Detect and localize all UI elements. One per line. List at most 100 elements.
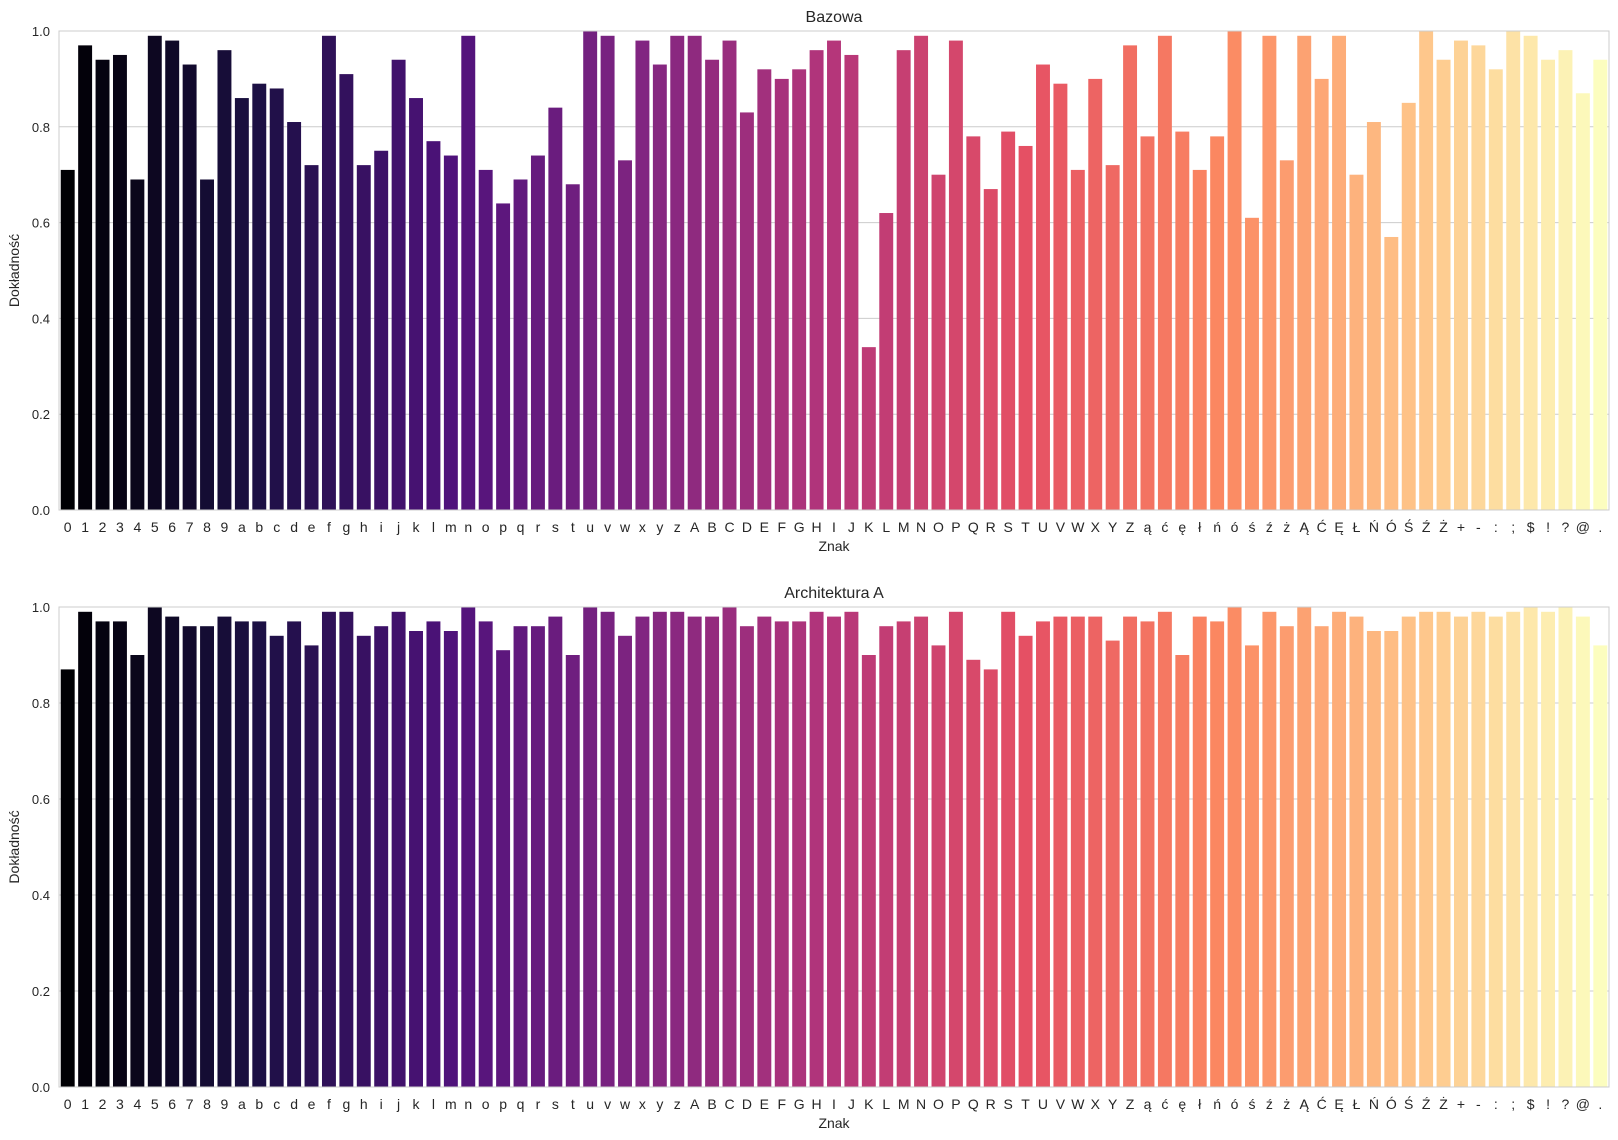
bar [479,170,493,510]
bar [548,617,562,1087]
y-tick-label: 0.0 [32,1080,50,1095]
bar [1524,607,1538,1087]
bar [183,65,197,510]
bar [61,170,75,510]
x-tick-label: R [986,1096,996,1112]
x-tick-label: y [656,1096,663,1112]
x-tick-label: Ś [1404,518,1413,535]
x-tick-label: s [552,519,559,535]
bar [252,84,266,510]
bar [601,612,615,1087]
x-tick-label: Ę [1334,1096,1343,1112]
bar [496,203,510,510]
x-tick-label: ! [1546,519,1550,535]
bar [740,112,754,510]
y-axis-label: Dokładność [6,234,22,307]
x-tick-label: J [848,1096,855,1112]
x-tick-label: x [639,519,646,535]
x-tick-label: M [898,519,910,535]
bar [1106,641,1120,1087]
x-tick-label: 6 [168,1096,176,1112]
x-tick-label: - [1476,1096,1481,1112]
bar [496,650,510,1087]
x-tick-label: t [571,519,575,535]
x-tick-label: e [308,1096,316,1112]
bar [618,160,632,510]
bar [531,156,545,510]
bar [1419,612,1433,1087]
bar [1402,617,1416,1087]
x-tick-label: e [308,519,316,535]
x-tick-label: k [413,1096,421,1112]
x-tick-label: B [707,1096,716,1112]
bar [270,636,284,1087]
bar [1123,617,1137,1087]
x-tick-label: 9 [221,1096,229,1112]
bar [1332,36,1346,510]
x-tick-label: @ [1576,1096,1590,1112]
x-tick-label: p [499,1096,507,1112]
chart-title: Bazowa [806,9,863,26]
chart-title: Architektura A [784,585,884,602]
x-tick-label: V [1056,1096,1066,1112]
x-tick-label: + [1457,519,1465,535]
bar [1175,655,1189,1087]
bar [1489,617,1503,1087]
x-tick-label: O [933,519,944,535]
bar [757,617,771,1087]
x-tick-label: j [396,1096,400,1112]
bar [1262,36,1276,510]
bar [1280,626,1294,1087]
bar [1036,65,1050,510]
x-tick-label: W [1071,1096,1085,1112]
bar [1384,631,1398,1087]
x-tick-label: J [848,519,855,535]
x-tick-label: - [1476,519,1481,535]
bar [96,60,110,510]
x-tick-label: 1 [81,519,89,535]
x-tick-label: C [724,519,734,535]
bar [148,36,162,510]
bar [757,69,771,510]
bar [1228,607,1242,1087]
x-tick-label: N [916,519,926,535]
x-tick-label: Ó [1386,519,1397,535]
bar [514,179,528,510]
x-tick-label: H [812,1096,822,1112]
bar [113,621,127,1087]
bar [1053,617,1067,1087]
bar [862,655,876,1087]
x-tick-label: ó [1231,519,1239,535]
x-tick-label: ą [1144,519,1152,535]
bar [374,151,388,510]
y-tick-label: 0.6 [32,216,50,231]
bar [1071,170,1085,510]
bar [1541,612,1555,1087]
bar [183,626,197,1087]
x-tick-label: 2 [99,519,107,535]
bar [844,612,858,1087]
x-tick-label: B [707,519,716,535]
bar [305,165,319,510]
bar [322,612,336,1087]
x-tick-label: a [238,1096,246,1112]
y-tick-label: 1.0 [32,600,50,615]
bar [1019,636,1033,1087]
x-tick-label: d [290,1096,298,1112]
x-tick-label: T [1021,519,1030,535]
x-tick-label: Ł [1353,1096,1361,1112]
bar [1506,31,1520,510]
bar [1228,31,1242,510]
x-tick-label: A [690,1096,700,1112]
bar [1524,36,1538,510]
bar [792,69,806,510]
x-tick-label: a [238,519,246,535]
x-tick-label: 9 [221,519,229,535]
bar [670,612,684,1087]
x-tick-label: d [290,519,298,535]
bar [1123,45,1137,510]
x-tick-label: F [777,1096,786,1112]
x-tick-label: Ę [1334,519,1343,535]
bar [1454,41,1468,510]
bar [1141,621,1155,1087]
